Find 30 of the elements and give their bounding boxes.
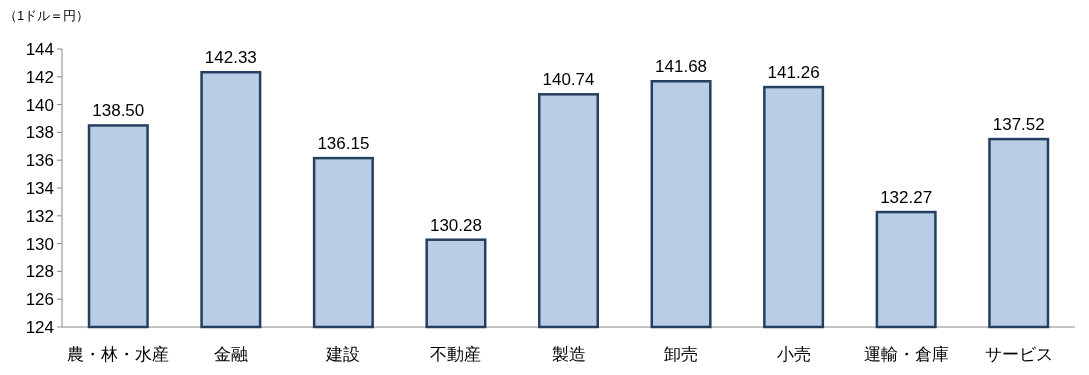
- y-tick-label: 138: [25, 123, 54, 143]
- x-tick-label: 運輸・倉庫: [863, 345, 949, 364]
- y-tick-label: 136: [25, 151, 54, 171]
- data-label: 141.68: [655, 57, 708, 77]
- x-tick-label: 農・林・水産: [67, 345, 170, 364]
- data-label: 138.50: [92, 101, 145, 121]
- data-label: 140.74: [542, 70, 595, 90]
- data-label: 142.33: [204, 48, 257, 68]
- data-label: 130.28: [429, 215, 482, 235]
- x-tick-label: 不動産: [430, 345, 482, 364]
- x-tick-label: サービス: [984, 345, 1053, 364]
- x-tick-label: 小売: [776, 345, 811, 364]
- y-tick-label: 140: [25, 95, 54, 115]
- x-tick-label: 建設: [325, 345, 361, 364]
- y-axis-title: （1ドル＝円）: [4, 8, 90, 23]
- data-label: 132.27: [880, 188, 933, 208]
- y-tick-label: 144: [25, 40, 54, 59]
- data-label: 141.26: [767, 63, 820, 83]
- data-label: 137.52: [992, 115, 1045, 135]
- x-tick-label: 金融: [213, 345, 248, 364]
- x-tick-label: 卸売: [664, 345, 699, 364]
- y-tick-label: 124: [25, 318, 54, 337]
- y-tick-label: 134: [25, 179, 54, 198]
- y-tick-label: 126: [25, 290, 54, 310]
- x-tick-label: 製造: [551, 345, 586, 364]
- data-label: 136.15: [317, 134, 370, 154]
- y-tick-label: 132: [25, 206, 54, 226]
- y-tick-label: 128: [25, 262, 54, 282]
- y-tick-label: 130: [25, 234, 54, 254]
- y-tick-label: 142: [25, 67, 54, 87]
